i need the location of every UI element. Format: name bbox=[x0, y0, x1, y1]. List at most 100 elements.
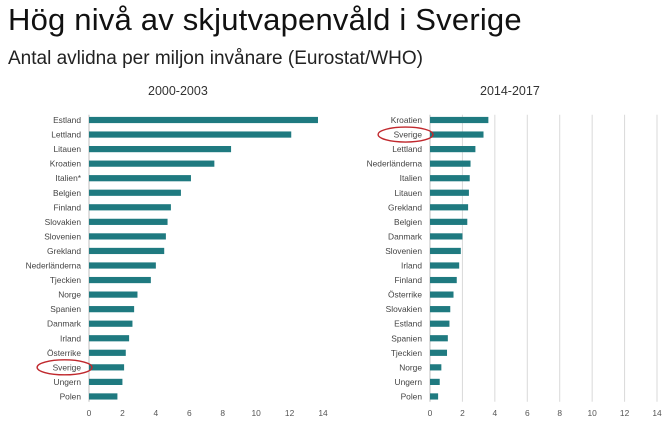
left-bar bbox=[89, 306, 135, 313]
right-category-label: Slovenien bbox=[385, 246, 422, 256]
left-category-label: Kroatien bbox=[50, 159, 82, 169]
left-bar bbox=[89, 378, 123, 385]
left-category-label: Grekland bbox=[47, 246, 81, 256]
right-bar bbox=[430, 335, 448, 342]
right-tick-label: 4 bbox=[493, 408, 498, 418]
left-category-label: Belgien bbox=[53, 188, 81, 198]
left-tick-label: 8 bbox=[220, 408, 225, 418]
left-tick-label: 10 bbox=[251, 408, 261, 418]
left-category-label: Finland bbox=[54, 202, 82, 212]
right-category-label: Estland bbox=[394, 319, 422, 329]
right-tick-label: 0 bbox=[428, 408, 433, 418]
right-category-label: Tjeckien bbox=[391, 348, 423, 358]
right-bar bbox=[430, 146, 476, 153]
right-category-label: Norge bbox=[399, 362, 422, 372]
right-bar bbox=[430, 189, 469, 196]
left-tick-label: 14 bbox=[318, 408, 328, 418]
right-bar bbox=[430, 175, 470, 182]
left-bar bbox=[89, 364, 125, 371]
right-bar bbox=[430, 306, 451, 313]
right-category-label: Lettland bbox=[392, 144, 422, 154]
left-category-label: Österrike bbox=[47, 348, 81, 358]
page-subtitle: Antal avlidna per miljon invånare (Euros… bbox=[8, 48, 424, 69]
right-bar bbox=[430, 247, 461, 255]
right-category-label: Sverige bbox=[394, 130, 423, 140]
left-bar bbox=[89, 175, 191, 182]
left-tick-label: 0 bbox=[87, 408, 92, 418]
chart-right-title: 2014-2017 bbox=[480, 84, 540, 98]
right-category-label: Danmark bbox=[388, 231, 423, 241]
right-highlight-circle bbox=[377, 126, 434, 143]
left-bar bbox=[89, 349, 126, 356]
left-category-label: Estland bbox=[53, 115, 81, 125]
chart-left-2000-2003: Estland Lettland Litauen Kroatien Italien* Be… bbox=[26, 114, 328, 418]
right-bar bbox=[430, 378, 440, 385]
left-bar bbox=[89, 160, 215, 167]
right-bar bbox=[430, 233, 463, 240]
right-tick-label: 12 bbox=[620, 408, 630, 418]
right-tick-label: 6 bbox=[525, 408, 530, 418]
right-bar bbox=[430, 349, 448, 356]
right-tick-label: 10 bbox=[587, 408, 597, 418]
left-tick-label: 4 bbox=[154, 408, 159, 418]
left-category-label: Sverige bbox=[53, 362, 82, 372]
right-bar bbox=[430, 116, 489, 124]
left-category-label: Litauen bbox=[54, 144, 82, 154]
left-tick-label: 12 bbox=[285, 408, 295, 418]
left-bar bbox=[89, 218, 168, 225]
left-bar bbox=[89, 262, 156, 269]
page-title: Hög nivå av skjutvapenvåld i Sverige bbox=[8, 2, 522, 37]
right-category-label: Irland bbox=[401, 261, 422, 271]
right-bar bbox=[430, 218, 468, 225]
left-category-label: Slovenien bbox=[44, 231, 81, 241]
right-category-label: Spanien bbox=[391, 333, 422, 343]
left-tick-label: 2 bbox=[120, 408, 125, 418]
left-bar bbox=[89, 233, 166, 240]
right-category-label: Ungern bbox=[395, 377, 423, 387]
left-category-label: Slovakien bbox=[45, 217, 82, 227]
right-bar bbox=[430, 291, 454, 298]
right-category-label: Finland bbox=[395, 275, 423, 285]
left-category-label: Nederländerna bbox=[26, 261, 82, 271]
right-category-label: Polen bbox=[401, 391, 423, 401]
right-bar bbox=[430, 131, 484, 138]
left-category-label: Danmark bbox=[47, 319, 82, 329]
left-bar bbox=[89, 291, 138, 298]
left-category-label: Tjeckien bbox=[50, 275, 82, 285]
left-category-label: Polen bbox=[60, 391, 82, 401]
left-bar bbox=[89, 276, 151, 284]
chart-left-title: 2000-2003 bbox=[148, 84, 208, 98]
left-bar bbox=[89, 116, 318, 124]
left-bar bbox=[89, 393, 118, 400]
right-category-label: Slovakien bbox=[386, 304, 423, 314]
left-category-label: Norge bbox=[58, 290, 81, 300]
right-category-label: Italien bbox=[400, 173, 423, 183]
right-bar bbox=[430, 160, 471, 167]
left-bar bbox=[89, 320, 133, 327]
right-bar bbox=[430, 393, 439, 400]
left-bar bbox=[89, 131, 292, 138]
right-category-label: Grekland bbox=[388, 202, 422, 212]
left-category-label: Ungern bbox=[54, 377, 82, 387]
right-category-label: Kroatien bbox=[391, 115, 423, 125]
right-tick-label: 8 bbox=[557, 408, 562, 418]
left-category-label: Italien* bbox=[55, 173, 81, 183]
left-category-label: Irland bbox=[60, 333, 81, 343]
right-tick-label: 2 bbox=[460, 408, 465, 418]
right-bar bbox=[430, 320, 450, 327]
left-bar bbox=[89, 189, 181, 196]
right-bar bbox=[430, 276, 457, 284]
right-bar bbox=[430, 204, 469, 211]
chart-right-2014-2017: Kroatien Sverige Lettland Nederländerna Ital… bbox=[367, 114, 662, 418]
right-bar bbox=[430, 262, 460, 269]
left-bar bbox=[89, 247, 165, 255]
left-bar bbox=[89, 204, 171, 211]
right-tick-label: 14 bbox=[652, 408, 662, 418]
left-bar bbox=[89, 335, 130, 342]
left-category-label: Lettland bbox=[51, 130, 81, 140]
right-bar bbox=[430, 364, 442, 371]
right-category-label: Litauen bbox=[395, 188, 423, 198]
left-category-label: Spanien bbox=[50, 304, 81, 314]
left-bar bbox=[89, 146, 232, 153]
